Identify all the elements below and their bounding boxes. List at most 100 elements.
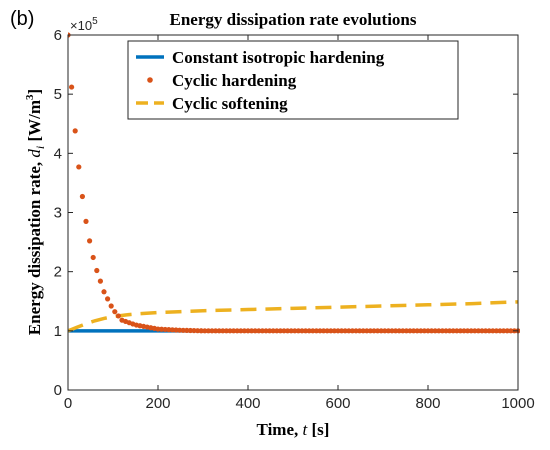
cyclic-hardening-point-57 (270, 328, 276, 334)
cyclic-hardening-point-78 (346, 328, 352, 334)
cyclic-hardening-point-62 (288, 328, 294, 334)
x-tick-label-0: 0 (64, 395, 72, 412)
cyclic-hardening-point-11 (105, 296, 111, 302)
cyclic-hardening-point-81 (357, 328, 363, 334)
cyclic-hardening-point-50 (245, 328, 251, 334)
cyclic-hardening-point-123 (508, 328, 514, 334)
cyclic-hardening-point-1 (69, 84, 75, 90)
cyclic-hardening-point-60 (281, 328, 287, 334)
cyclic-hardening-point-67 (306, 328, 312, 334)
cyclic-hardening-point-107 (450, 328, 456, 334)
cyclic-hardening-point-52 (252, 328, 258, 334)
cyclic-hardening-point-91 (393, 328, 399, 334)
cyclic-hardening-point-37 (198, 328, 204, 334)
cyclic-hardening-point-7 (90, 254, 96, 261)
cyclic-hardening-point-89 (385, 328, 391, 334)
cyclic-hardening-point-14 (115, 313, 121, 319)
cyclic-hardening-point-6 (87, 238, 93, 244)
cyclic-hardening-point-5 (83, 218, 89, 224)
panel-label: (b) (10, 8, 34, 30)
cyclic-hardening-point-51 (249, 328, 255, 334)
cyclic-hardening-point-105 (443, 328, 449, 334)
cyclic-hardening-point-116 (483, 328, 489, 334)
cyclic-hardening-point-71 (321, 328, 327, 334)
cyclic-hardening-point-84 (367, 328, 373, 334)
y-tick-label-0: 0 (54, 382, 62, 399)
legend-box (127, 40, 459, 120)
y-tick-label-4: 4 (54, 145, 62, 162)
cyclic-hardening-point-102 (432, 328, 438, 334)
cyclic-hardening-point-104 (439, 328, 445, 334)
legend-label-cyclic-hardening: Cyclic hardening (172, 71, 297, 90)
cyclic-hardening-point-85 (371, 328, 377, 334)
cyclic-hardening-point-45 (227, 328, 233, 334)
cyclic-hardening-point-93 (400, 328, 406, 334)
cyclic-hardening-point-90 (389, 328, 395, 334)
y-axis-label: Energy dissipation rate, di [W/m3] (24, 89, 47, 335)
cyclic-hardening-point-103 (436, 328, 442, 334)
cyclic-hardening-point-66 (303, 328, 309, 334)
cyclic-hardening-point-47 (234, 328, 240, 334)
cyclic-hardening-point-75 (335, 328, 341, 334)
cyclic-hardening-point-114 (475, 328, 481, 334)
cyclic-hardening-point-13 (112, 309, 118, 315)
y-exponent-base: ×10 (70, 18, 92, 33)
cyclic-hardening-point-53 (256, 328, 262, 334)
cyclic-hardening-point-41 (213, 328, 219, 334)
cyclic-hardening-point-38 (202, 328, 208, 334)
cyclic-hardening-point-99 (421, 328, 427, 334)
cyclic-hardening-point-8 (94, 267, 100, 274)
cyclic-hardening-point-69 (313, 328, 319, 334)
cyclic-hardening-point-119 (493, 328, 499, 334)
legend-label-cyclic-softening: Cyclic softening (172, 94, 288, 113)
cyclic-hardening-point-117 (486, 328, 492, 334)
cyclic-hardening-point-44 (223, 328, 229, 334)
cyclic-hardening-point-100 (425, 328, 431, 334)
cyclic-hardening-point-76 (339, 328, 345, 334)
cyclic-hardening-point-118 (490, 328, 496, 334)
cyclic-hardening-point-39 (205, 328, 211, 334)
cyclic-hardening-point-113 (472, 328, 478, 334)
x-axis-label: Time, t [s] (257, 420, 330, 439)
cyclic-hardening-point-101 (429, 328, 435, 334)
ticks-layer: 0 200 400 600 800 1000 0 1 2 3 4 5 6 (54, 27, 535, 412)
x-tick-label-1: 200 (145, 395, 170, 412)
cyclic-hardening-point-64 (295, 328, 301, 334)
y-tick-label-3: 3 (54, 205, 62, 222)
cyclic-hardening-point-120 (497, 328, 503, 334)
cyclic-hardening-point-83 (364, 328, 370, 334)
cyclic-hardening-point-88 (382, 328, 388, 334)
cyclic-hardening-point-74 (331, 328, 337, 334)
cyclic-hardening-point-98 (418, 328, 424, 334)
y-exponent-power: 5 (92, 16, 98, 27)
cyclic-hardening-point-72 (324, 328, 330, 334)
cyclic-hardening-point-9 (97, 278, 103, 284)
cyclic-hardening-point-82 (360, 328, 366, 334)
cyclic-hardening-point-2 (72, 128, 78, 134)
cyclic-hardening-point-70 (317, 328, 323, 334)
cyclic-hardening-point-121 (501, 328, 507, 334)
cyclic-hardening-point-43 (220, 328, 226, 334)
legend: Constant isotropic hardening Cyclic hard… (127, 40, 459, 120)
y-tick-label-2: 2 (54, 264, 62, 281)
cyclic-hardening-point-3 (76, 164, 82, 170)
cyclic-hardening-point-56 (267, 328, 273, 334)
cyclic-hardening-point-95 (407, 328, 413, 334)
cyclic-hardening-point-40 (209, 328, 215, 334)
cyclic-hardening-point-122 (504, 328, 510, 334)
cyclic-hardening-point-79 (349, 328, 355, 334)
legend-label-constant: Constant isotropic hardening (172, 48, 385, 67)
x-tick-label-5: 1000 (501, 395, 534, 412)
cyclic-hardening-point-110 (461, 328, 467, 334)
cyclic-hardening-point-42 (216, 328, 222, 334)
cyclic-hardening-point-12 (108, 303, 114, 309)
legend-swatch-cyclic-hardening (147, 77, 153, 83)
cyclic-hardening-point-68 (310, 328, 316, 334)
series-layer (68, 32, 520, 334)
cyclic-hardening-point-87 (378, 328, 384, 334)
cyclic-hardening-point-108 (454, 328, 460, 334)
cyclic-hardening-point-86 (375, 328, 381, 334)
cyclic-hardening-point-97 (414, 328, 420, 334)
cyclic-hardening-point-115 (479, 328, 485, 334)
